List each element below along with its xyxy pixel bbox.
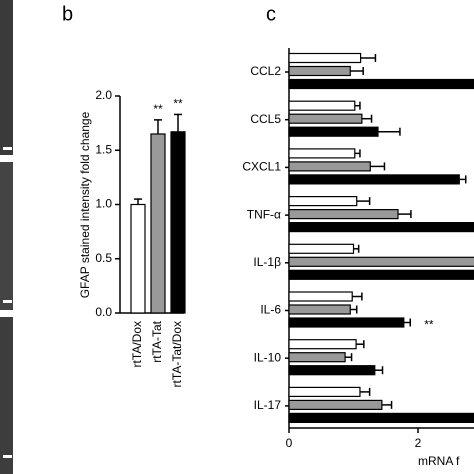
- micrograph: [0, 162, 13, 310]
- bar: [288, 222, 474, 233]
- x-tick-label: rtTA-Tat/Dox: [170, 321, 184, 387]
- annotation: **: [153, 102, 163, 116]
- bar: [288, 100, 356, 111]
- bar: [288, 412, 474, 423]
- micrograph: [0, 0, 13, 155]
- scale-bar: [3, 455, 12, 458]
- bar: [288, 365, 376, 376]
- bar: [288, 161, 371, 172]
- bar: [150, 133, 166, 314]
- bar: [288, 196, 358, 207]
- y-axis-label: GFAP stained intensity fold change: [78, 111, 92, 298]
- bar: [288, 65, 351, 77]
- y-tick-label: 1.0: [95, 197, 112, 211]
- bar: [288, 78, 474, 90]
- bar: [130, 203, 146, 314]
- micrograph: [0, 317, 13, 474]
- bar: [288, 113, 363, 124]
- scale-bar: [3, 300, 12, 303]
- annotation: **: [424, 318, 434, 332]
- y-tick-label: 0.5: [95, 251, 112, 265]
- bar: [288, 269, 474, 280]
- bar: [288, 339, 357, 350]
- bar: [288, 174, 460, 185]
- x-tick-label: rtTA-Tat: [150, 320, 164, 362]
- bar: [288, 291, 353, 302]
- y-tick-label: CCL5: [250, 112, 281, 126]
- annotation: **: [173, 97, 183, 111]
- panel-label: b: [62, 3, 73, 25]
- bar: [288, 148, 356, 159]
- bar: [288, 209, 399, 220]
- bar: [288, 52, 362, 64]
- y-tick-label: 1.5: [95, 142, 112, 156]
- y-tick-label: CXCL1: [242, 160, 281, 174]
- scale-bar: [3, 147, 12, 150]
- y-tick-label: 0.0: [95, 305, 112, 319]
- x-axis-label: mRNA f: [418, 454, 460, 468]
- y-tick-label: IL-17: [254, 398, 282, 412]
- y-tick-label: TNF-α: [247, 207, 281, 221]
- y-tick-label: 2.0: [95, 88, 112, 102]
- x-tick-label: rtTA/Dox: [130, 321, 144, 367]
- y-tick-label: CCL2: [250, 64, 281, 78]
- bar: [288, 352, 346, 363]
- y-tick-label: IL-6: [260, 303, 281, 317]
- y-tick-label: IL-1β: [253, 255, 281, 269]
- bar: [288, 317, 405, 328]
- panel-label: c: [266, 3, 276, 25]
- x-tick-label: 2: [415, 436, 422, 450]
- y-tick-label: IL-10: [254, 350, 282, 364]
- bar: [288, 256, 474, 267]
- bar: [288, 126, 379, 137]
- bar: [288, 399, 383, 410]
- bar: [288, 386, 361, 397]
- x-tick-label: 0: [286, 436, 293, 450]
- bar: [170, 131, 186, 314]
- bar: [288, 304, 351, 315]
- bar: [288, 243, 355, 254]
